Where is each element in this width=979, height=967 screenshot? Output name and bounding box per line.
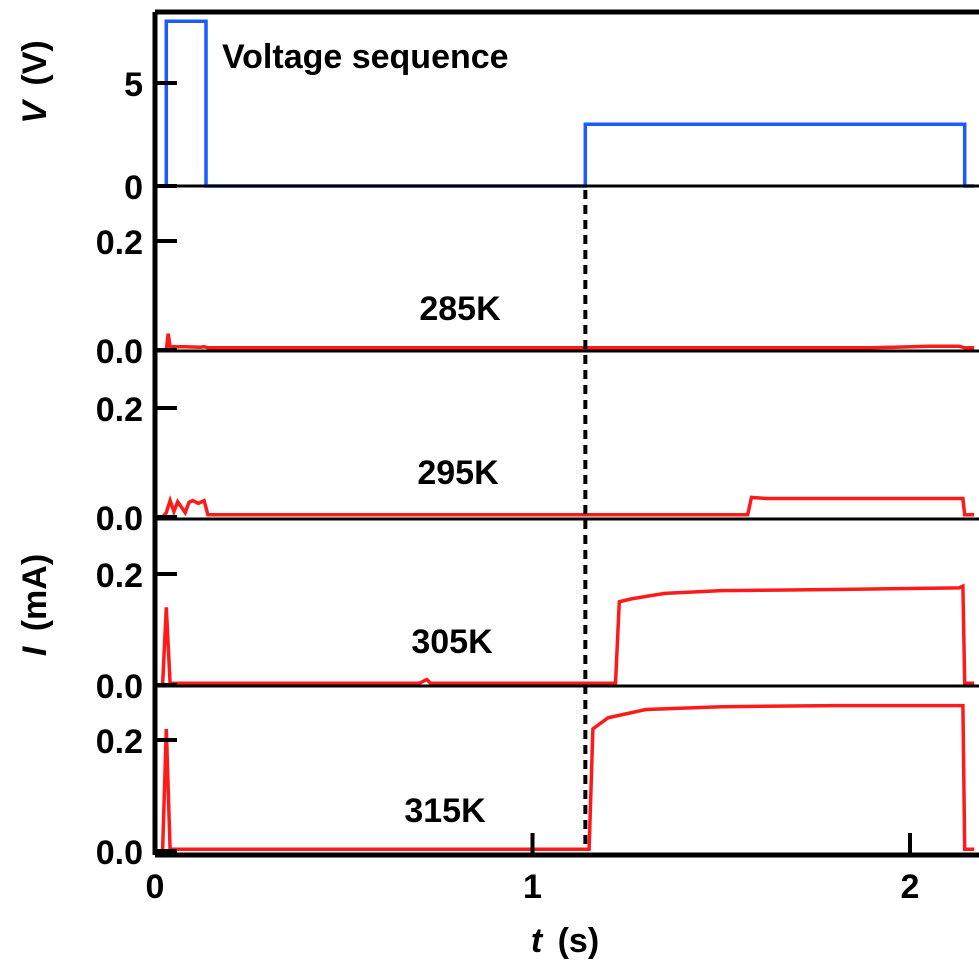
y-tick-label-305K-0.2: 0.2: [96, 557, 143, 595]
voltage-axis-symbol: V: [16, 98, 54, 124]
panel-285K: 0.0 0.2 285K: [96, 224, 975, 371]
x-tick-label-0: 0: [146, 868, 165, 906]
series-line-315K: [155, 703, 975, 853]
y-tick-label-315K-0.0: 0.0: [96, 834, 143, 872]
time-axis-unit: (s): [558, 922, 600, 960]
time-axis-symbol: t: [531, 922, 544, 960]
current-axis-unit: (mA): [16, 554, 54, 631]
panel-annotation-voltage: Voltage sequence: [222, 38, 509, 76]
plot-frame: [152, 9, 979, 858]
panel-annotation-285K: 285K: [419, 290, 501, 328]
y-tick-label-315K-0.2: 0.2: [96, 723, 143, 761]
y-tick-label-285K-0.0: 0.0: [96, 333, 143, 371]
panel-305K: 0.0 0.2 305K: [96, 557, 975, 706]
y-tick-label-voltage-0: 0: [124, 169, 143, 207]
time-axis-label: t (s): [531, 922, 599, 960]
panel-annotation-315K: 315K: [404, 792, 486, 830]
y-tick-label-285K-0.2: 0.2: [96, 224, 143, 262]
y-tick-label-305K-0.0: 0.0: [96, 668, 143, 706]
panel-voltage: 0 5 Voltage sequence: [124, 19, 975, 207]
current-axis-symbol: I: [16, 645, 54, 656]
series-line-285K: [155, 333, 975, 352]
panel-295K: 0.0 0.2 295K: [96, 391, 975, 538]
panel-annotation-305K: 305K: [411, 623, 493, 661]
series-line-295K: [155, 495, 975, 519]
voltage-axis-label: V (V): [16, 40, 54, 123]
x-tick-label-2: 2: [901, 868, 920, 906]
panel-annotation-295K: 295K: [417, 454, 499, 492]
y-tick-label-295K-0.2: 0.2: [96, 391, 143, 429]
voltage-axis-unit: (V): [16, 40, 54, 85]
x-axis: 0 1 2: [146, 833, 920, 906]
panel-315K: 0.0 0.2 315K: [96, 703, 975, 872]
y-tick-label-voltage-5: 5: [124, 66, 143, 104]
series-line-305K: [155, 583, 975, 687]
y-tick-label-295K-0.0: 0.0: [96, 500, 143, 538]
x-tick-label-1: 1: [523, 868, 542, 906]
current-axis-label: I (mA): [16, 554, 54, 656]
